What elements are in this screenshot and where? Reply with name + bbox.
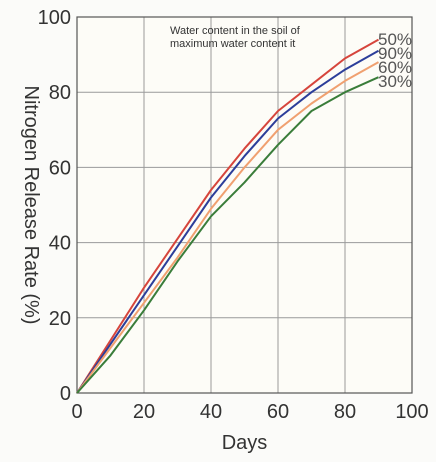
x-tick-label: 80 bbox=[334, 401, 356, 423]
x-tick-label: 40 bbox=[200, 401, 222, 423]
x-axis-title: Days bbox=[222, 432, 268, 454]
annotation-line-1: Water content in the soil of bbox=[170, 25, 301, 37]
y-axis-title: Nitrogen Release Rate (%) bbox=[20, 86, 42, 325]
legend-label: 30% bbox=[378, 72, 412, 91]
plot-area bbox=[77, 17, 412, 393]
series-line-90pct bbox=[76, 49, 379, 394]
series-line-30pct bbox=[76, 76, 379, 394]
grid bbox=[77, 17, 412, 393]
legend-label: 60% bbox=[378, 58, 412, 77]
axes: 0 20 40 60 80 100 0 20 40 60 80 100 bbox=[38, 7, 429, 423]
x-tick-label: 0 bbox=[71, 401, 82, 423]
legend-label: 50% bbox=[378, 30, 412, 49]
y-tick-label: 0 bbox=[60, 383, 71, 405]
y-tick-label: 80 bbox=[49, 82, 71, 104]
annotation-line-2: maximum water content it bbox=[170, 38, 295, 50]
y-tick-label: 20 bbox=[49, 308, 71, 330]
plot-frame bbox=[76, 16, 413, 394]
legend-label: 90% bbox=[378, 44, 412, 63]
series-line-60pct bbox=[76, 61, 379, 394]
x-tick-label: 60 bbox=[267, 401, 289, 423]
x-tick-label: 100 bbox=[395, 401, 428, 423]
series-lines: 50%90%60%30% bbox=[76, 30, 412, 394]
series-line-50pct bbox=[76, 38, 379, 394]
x-tick-label: 20 bbox=[133, 401, 155, 423]
y-tick-label: 60 bbox=[49, 157, 71, 179]
labels: Water content in the soil of maximum wat… bbox=[20, 25, 301, 454]
y-tick-label: 40 bbox=[49, 233, 71, 255]
y-tick-label: 100 bbox=[38, 7, 71, 29]
